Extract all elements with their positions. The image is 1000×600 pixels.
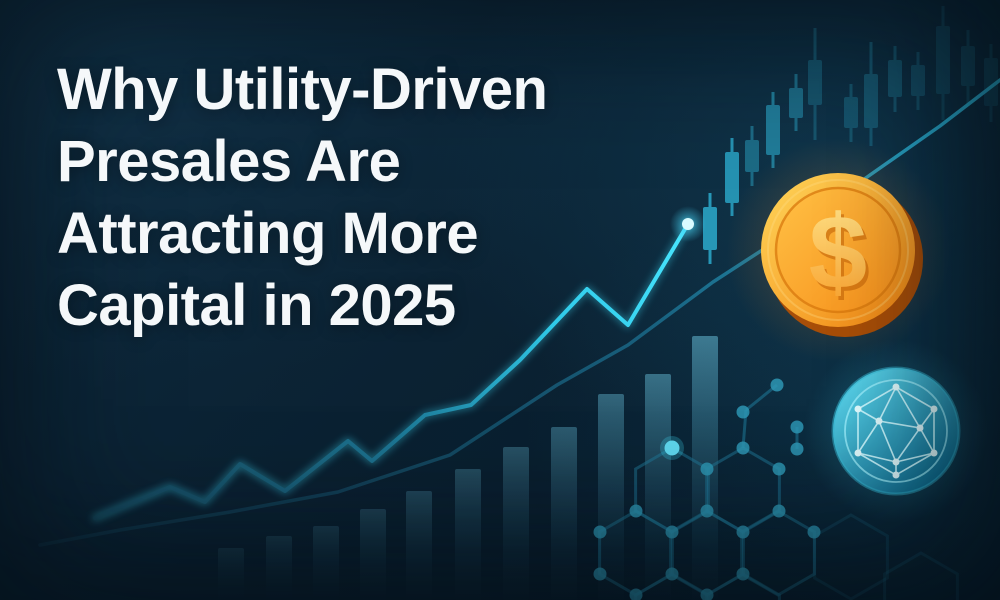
trend-endpoint-dot (682, 218, 694, 230)
headline-line-4: Capital in 2025 (57, 273, 456, 338)
network-node-bright (664, 440, 680, 456)
coin-highlight-ring (767, 179, 909, 321)
candle (984, 44, 998, 122)
dollar-sign: $ (809, 194, 867, 311)
bar (218, 548, 244, 600)
network-node (665, 525, 679, 539)
growth-trend-line (92, 206, 706, 521)
blockchain-network-pattern (593, 378, 959, 600)
network-node (700, 588, 714, 600)
trend-line-path (93, 222, 690, 520)
candle (936, 6, 950, 120)
headline-line-3: Attracting More (57, 201, 479, 266)
network-node (807, 525, 821, 539)
wireframe-nodes (854, 383, 938, 479)
token-body (833, 368, 959, 494)
bar (455, 469, 481, 600)
candle (703, 193, 717, 264)
network-node (593, 525, 607, 539)
candle (864, 42, 878, 146)
network-node (772, 462, 786, 476)
headline-line-2: Presales Are (57, 129, 401, 194)
bar (360, 509, 386, 600)
network-node (629, 588, 643, 600)
candle (789, 74, 803, 131)
bar (598, 394, 624, 600)
headline: Why Utility-Driven Presales Are Attracti… (57, 54, 548, 342)
network-node (700, 504, 714, 518)
headline-line-1: Why Utility-Driven (57, 57, 548, 122)
bar (645, 374, 671, 600)
candle (745, 126, 759, 186)
bar (266, 536, 292, 600)
network-node (700, 462, 714, 476)
network-node (629, 504, 643, 518)
network-edge (745, 383, 778, 412)
bar (406, 491, 432, 600)
candle (961, 30, 975, 104)
candle (844, 84, 858, 142)
bar (313, 526, 339, 600)
candlestick-chart (703, 6, 998, 264)
network-node (593, 567, 607, 581)
network-node (665, 567, 679, 581)
network-node (736, 405, 750, 419)
candle (725, 138, 739, 216)
network-node (736, 441, 750, 455)
network-node (736, 525, 750, 539)
coin-inner-ring (774, 186, 902, 314)
token-rim (831, 366, 961, 496)
network-node (790, 442, 804, 456)
hexagon (740, 509, 816, 597)
bar-chart (218, 336, 718, 600)
faint-hexagon (813, 513, 889, 600)
network-node (736, 567, 750, 581)
network-node (772, 504, 786, 518)
faint-hexagon (883, 551, 959, 600)
candle (808, 28, 822, 140)
crypto-token-icon (804, 339, 988, 523)
candle (911, 52, 925, 110)
network-node (790, 420, 804, 434)
dollar-sign-shadow: $ (812, 198, 870, 315)
candle (888, 46, 902, 112)
dollar-coin-icon: $ $ (726, 138, 950, 362)
candle (766, 92, 780, 168)
bar (503, 447, 529, 600)
bar (551, 427, 577, 600)
network-node (770, 378, 784, 392)
coin-face (776, 188, 900, 312)
token-inner-ring (844, 379, 948, 483)
